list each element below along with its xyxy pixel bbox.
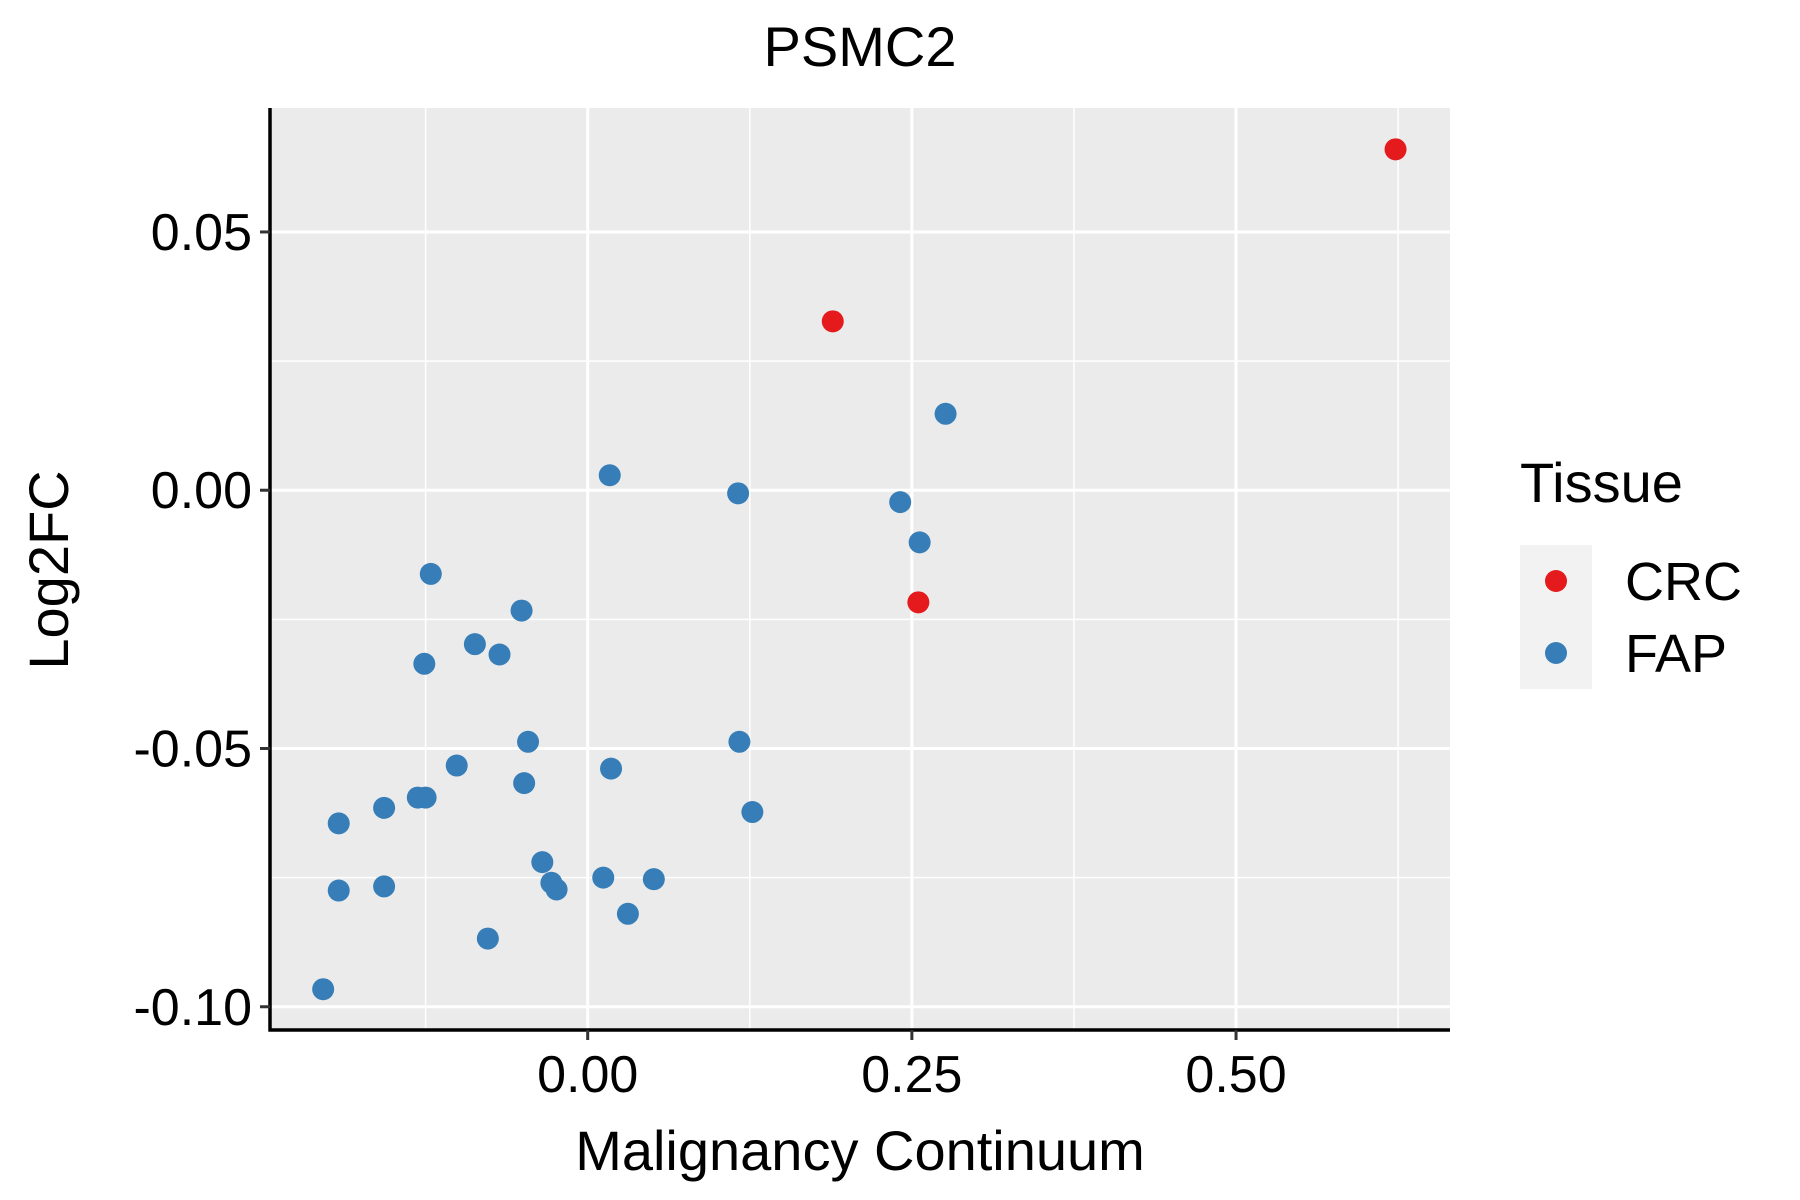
y-tick-label: -0.05 — [133, 720, 252, 778]
data-points — [312, 138, 1407, 1001]
x-tick-label: 0.00 — [537, 1046, 638, 1104]
point-fap — [545, 878, 568, 901]
chart-title: PSMC2 — [764, 15, 957, 78]
y-tick-label: 0.00 — [151, 462, 252, 520]
point-fap — [463, 633, 486, 656]
y-tick-label: 0.05 — [151, 204, 252, 262]
point-fap — [592, 866, 615, 889]
point-fap — [728, 730, 751, 753]
point-fap — [741, 801, 764, 824]
point-fap — [327, 879, 350, 902]
x-tick-label: 0.50 — [1185, 1046, 1286, 1104]
point-crc — [821, 310, 844, 333]
legend-title: Tissue — [1520, 451, 1683, 514]
point-fap — [445, 754, 468, 777]
point-fap — [510, 599, 533, 622]
point-fap — [413, 652, 436, 675]
point-fap — [476, 927, 499, 950]
point-fap — [517, 730, 540, 753]
point-fap — [600, 757, 623, 780]
point-fap — [889, 491, 912, 514]
legend-key-crc — [1545, 570, 1567, 592]
point-fap — [488, 643, 511, 666]
x-axis-ticks: 0.00 0.25 0.50 — [537, 1030, 1287, 1104]
y-axis-ticks: -0.10 -0.05 0.00 0.05 — [133, 204, 270, 1037]
point-fap — [934, 402, 957, 425]
point-fap — [598, 464, 621, 487]
legend: Tissue CRC FAP — [1520, 451, 1742, 689]
point-fap — [531, 851, 554, 874]
x-tick-label: 0.25 — [861, 1046, 962, 1104]
point-fap — [419, 562, 442, 585]
legend-key-background — [1520, 545, 1592, 689]
point-fap — [373, 875, 396, 898]
point-fap — [312, 978, 335, 1001]
legend-label-crc: CRC — [1625, 552, 1742, 612]
point-fap — [414, 786, 437, 809]
point-crc — [907, 591, 930, 614]
point-fap — [908, 531, 931, 554]
point-fap — [642, 868, 665, 891]
x-axis-title: Malignancy Continuum — [575, 1119, 1145, 1182]
legend-label-fap: FAP — [1625, 624, 1727, 684]
point-fap — [373, 796, 396, 819]
point-crc — [1384, 138, 1407, 161]
y-axis-title: Log2FC — [17, 470, 80, 669]
plot-panel — [270, 108, 1450, 1030]
legend-key-fap — [1545, 642, 1567, 664]
point-fap — [513, 772, 536, 795]
grid-minor — [270, 108, 1450, 1030]
y-tick-label: -0.10 — [133, 979, 252, 1037]
point-fap — [327, 812, 350, 835]
point-fap — [616, 902, 639, 925]
grid-major — [270, 108, 1450, 1030]
point-fap — [727, 482, 750, 505]
